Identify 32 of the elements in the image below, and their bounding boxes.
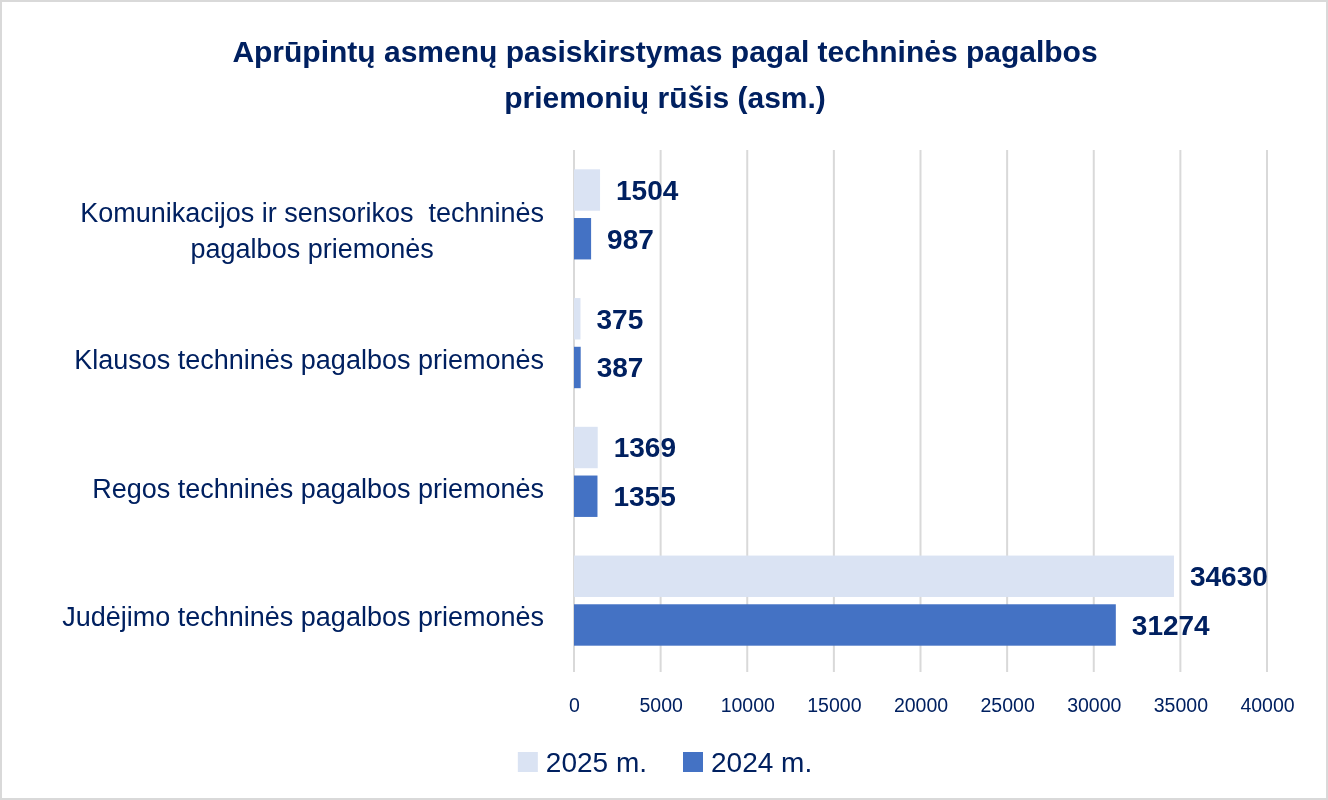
data-label: 34630 <box>1189 561 1268 593</box>
bar <box>574 346 581 389</box>
x-tick-label: 40000 <box>1240 693 1295 716</box>
data-label: 375 <box>596 303 644 335</box>
x-tick-label: 5000 <box>639 693 683 716</box>
x-tick-label: 15000 <box>807 693 862 716</box>
y-tick-label: Klausos techninės pagalbos priemonės <box>74 344 544 375</box>
data-label: 387 <box>596 352 644 384</box>
bar <box>574 218 592 260</box>
bar <box>574 298 581 340</box>
legend-label: 2025 m. <box>545 746 647 778</box>
data-label: 1369 <box>613 432 677 464</box>
data-label: 987 <box>607 223 654 255</box>
bar <box>574 426 598 469</box>
x-tick-label: 20000 <box>893 693 949 716</box>
bar <box>574 475 598 517</box>
data-label: 1504 <box>616 174 679 206</box>
y-tick-label: Judėjimo techninės pagalbos priemonės <box>62 602 544 633</box>
chart-title: Aprūpintų asmenų pasiskirstymas pagal techninės pagalbos priemonių rūšis (asm.) <box>232 35 1098 114</box>
legend-label: 2024 m. <box>711 746 813 778</box>
x-tick-label: 30000 <box>1067 693 1122 716</box>
data-label: 31274 <box>1131 609 1211 641</box>
x-tick-label: 0 <box>569 693 581 716</box>
bar <box>574 604 1116 646</box>
x-tick-label: 35000 <box>1153 693 1209 716</box>
x-tick-label: 25000 <box>980 693 1035 716</box>
y-tick-label: Komunikacijos ir sensorikos techninės pagalbos priemonės <box>80 198 544 265</box>
x-tick-label: 10000 <box>720 693 776 716</box>
data-label: 1355 <box>613 481 676 513</box>
bar <box>574 169 601 211</box>
y-tick-label: Regos techninės pagalbos priemonės <box>92 473 544 504</box>
bar <box>574 555 1174 597</box>
